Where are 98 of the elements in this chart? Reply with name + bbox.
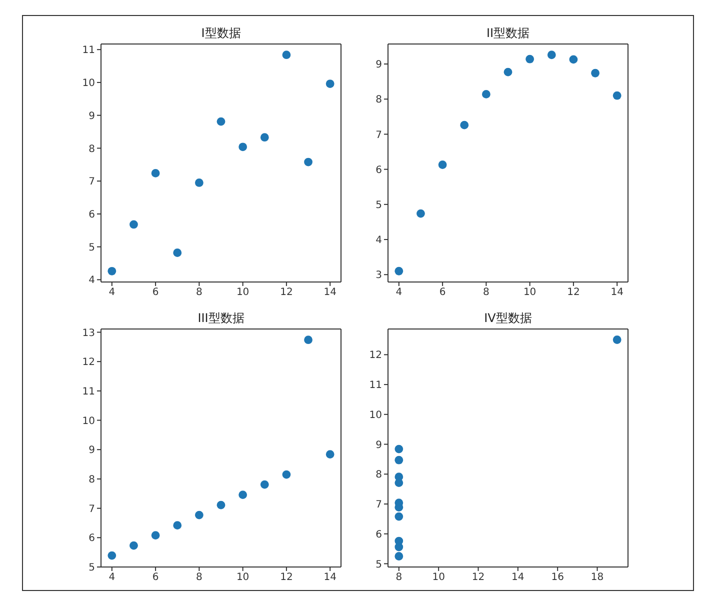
point xyxy=(216,500,226,510)
y-tick-label: 4 xyxy=(88,275,95,286)
point xyxy=(394,552,404,560)
x-tick-label: 10 xyxy=(432,572,445,584)
point xyxy=(591,68,600,78)
x-tick-label: 8 xyxy=(196,572,202,584)
y-tick-label: 8 xyxy=(376,94,382,106)
y-tick-label: 12 xyxy=(369,350,382,362)
x-tick-label: 8 xyxy=(396,572,402,584)
y-tick-label: 12 xyxy=(82,357,95,368)
y-tick-label: 11 xyxy=(82,45,95,56)
y-tick-label: 3 xyxy=(376,270,382,282)
y-tick-label: 8 xyxy=(88,144,95,155)
point xyxy=(238,490,248,500)
y-tick-label: 13 xyxy=(82,328,95,339)
point xyxy=(194,178,204,187)
x-tick-label: 14 xyxy=(324,572,336,584)
y-tick-label: 5 xyxy=(376,559,382,570)
point xyxy=(108,266,116,276)
x-tick-label: 8 xyxy=(196,287,202,298)
y-tick-label: 4 xyxy=(376,235,382,246)
point xyxy=(569,55,578,64)
point xyxy=(612,336,622,344)
point xyxy=(151,531,160,540)
point xyxy=(438,160,447,169)
point xyxy=(547,50,556,60)
y-tick-label: 9 xyxy=(88,110,95,122)
y-tick-label: 5 xyxy=(376,200,382,211)
y-tick-label: 7 xyxy=(376,500,382,511)
point xyxy=(504,68,512,76)
point xyxy=(130,541,138,550)
x-tick-label: 10 xyxy=(523,287,536,298)
point xyxy=(282,470,291,479)
point xyxy=(394,266,404,276)
point xyxy=(173,248,182,257)
y-tick-label: 10 xyxy=(82,416,95,427)
point xyxy=(304,336,312,344)
y-tick-label: 6 xyxy=(376,529,382,540)
chart-title: II型数据 xyxy=(485,26,531,40)
y-tick-label: 10 xyxy=(82,78,95,90)
y-tick-label: 7 xyxy=(376,130,382,141)
y-tick-label: 7 xyxy=(88,504,95,515)
y-tick-label: 9 xyxy=(376,60,382,71)
x-tick-label: 6 xyxy=(439,287,446,298)
point xyxy=(194,510,204,520)
x-tick-label: 4 xyxy=(396,287,402,298)
point xyxy=(326,450,334,459)
x-tick-label: 6 xyxy=(152,287,159,298)
point xyxy=(612,91,622,100)
x-tick-label: 12 xyxy=(567,287,580,298)
chart-title: IV型数据 xyxy=(483,311,533,325)
point xyxy=(108,551,116,560)
x-tick-label: 14 xyxy=(512,572,524,584)
y-tick-label: 10 xyxy=(369,410,382,421)
point xyxy=(394,512,404,521)
y-tick-label: 9 xyxy=(376,440,382,451)
x-tick-label: 10 xyxy=(236,287,250,298)
point xyxy=(260,480,269,489)
x-tick-label: 4 xyxy=(108,572,116,584)
point xyxy=(394,444,404,454)
y-tick-label: 7 xyxy=(88,176,95,188)
y-tick-label: 11 xyxy=(82,386,95,398)
point xyxy=(238,142,248,152)
x-tick-label: 12 xyxy=(280,287,293,298)
x-tick-label: 12 xyxy=(280,572,293,584)
point xyxy=(260,133,269,142)
point xyxy=(304,158,312,166)
x-tick-label: 14 xyxy=(324,287,336,298)
y-tick-label: 5 xyxy=(88,562,95,574)
x-tick-label: 12 xyxy=(472,572,485,584)
point xyxy=(216,117,226,126)
point xyxy=(282,50,291,60)
point xyxy=(394,456,404,464)
x-tick-label: 18 xyxy=(590,572,604,584)
point xyxy=(416,209,425,218)
y-tick-label: 6 xyxy=(88,210,95,221)
point xyxy=(326,80,334,88)
y-tick-label: 8 xyxy=(376,470,382,481)
point xyxy=(151,168,160,178)
y-tick-label: 6 xyxy=(88,533,95,544)
x-tick-label: 6 xyxy=(152,572,159,584)
y-tick-label: 5 xyxy=(88,242,95,254)
x-tick-label: 16 xyxy=(551,572,564,584)
chart-title: I型数据 xyxy=(200,26,242,40)
x-tick-label: 14 xyxy=(610,287,624,298)
point xyxy=(526,54,534,64)
y-tick-label: 8 xyxy=(88,474,95,486)
point xyxy=(130,220,138,229)
point xyxy=(482,90,490,98)
y-tick-label: 6 xyxy=(376,164,382,176)
x-tick-label: 8 xyxy=(482,287,490,298)
chart-title: III型数据 xyxy=(196,311,246,325)
y-tick-label: 9 xyxy=(88,445,95,456)
point xyxy=(173,521,182,530)
y-tick-label: 11 xyxy=(369,380,382,392)
point xyxy=(460,120,469,130)
x-tick-label: 10 xyxy=(236,572,250,584)
x-tick-label: 4 xyxy=(108,287,116,298)
